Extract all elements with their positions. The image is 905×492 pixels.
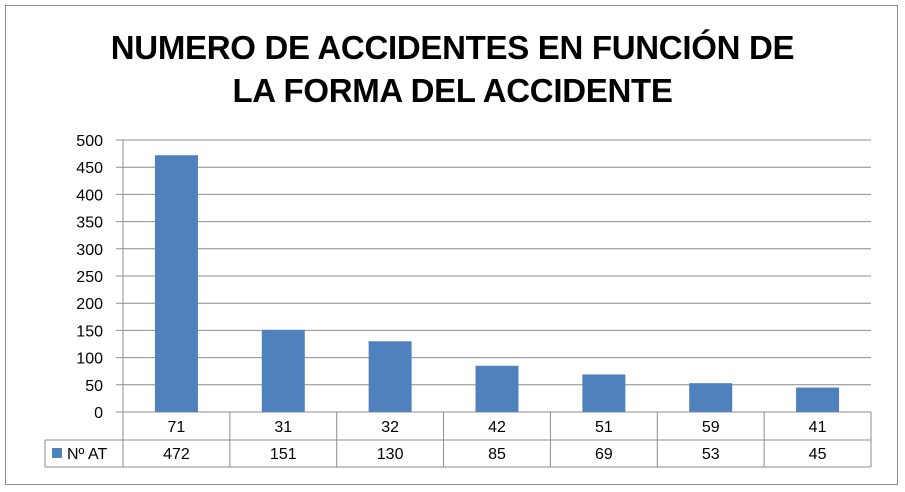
y-tick-label: 400 [76, 187, 103, 204]
bar [475, 365, 519, 412]
category-label: 41 [809, 419, 827, 436]
data-table-value: 69 [595, 446, 613, 463]
category-label: 42 [488, 419, 506, 436]
chart-title-line2: LA FORMA DEL ACCIDENTE [232, 72, 673, 109]
bar [689, 383, 733, 412]
data-table-value: 151 [270, 446, 297, 463]
y-tick-label: 300 [76, 242, 103, 259]
y-tick-label: 450 [76, 160, 103, 177]
y-tick-label: 250 [76, 269, 103, 286]
chart-frame [5, 5, 898, 485]
bar [796, 387, 840, 412]
y-tick-label: 350 [76, 215, 103, 232]
chart-title-line1: NUMERO DE ACCIDENTES EN FUNCIÓN DE [110, 29, 795, 66]
chart-title: NUMERO DE ACCIDENTES EN FUNCIÓN DE LA FO… [0, 26, 905, 112]
category-label: 71 [168, 419, 186, 436]
y-tick-label: 200 [76, 296, 103, 313]
category-label: 59 [702, 419, 720, 436]
category-label: 32 [381, 419, 399, 436]
y-tick-label: 150 [76, 323, 103, 340]
data-table-value: 472 [163, 446, 190, 463]
y-tick-label: 500 [76, 133, 103, 150]
data-table-value: 85 [488, 446, 506, 463]
bar [154, 155, 198, 412]
bar [261, 329, 305, 412]
y-tick-label: 50 [85, 378, 103, 395]
legend-series-name: Nº AT [67, 446, 107, 463]
data-table-value: 53 [702, 446, 720, 463]
data-table-value: 45 [809, 446, 827, 463]
bar [368, 341, 412, 412]
bar [582, 374, 626, 412]
y-tick-label: 0 [94, 405, 103, 422]
data-table-value: 130 [377, 446, 404, 463]
category-label: 51 [595, 419, 613, 436]
category-label: 31 [274, 419, 292, 436]
legend-swatch [52, 448, 62, 458]
y-tick-label: 100 [76, 351, 103, 368]
